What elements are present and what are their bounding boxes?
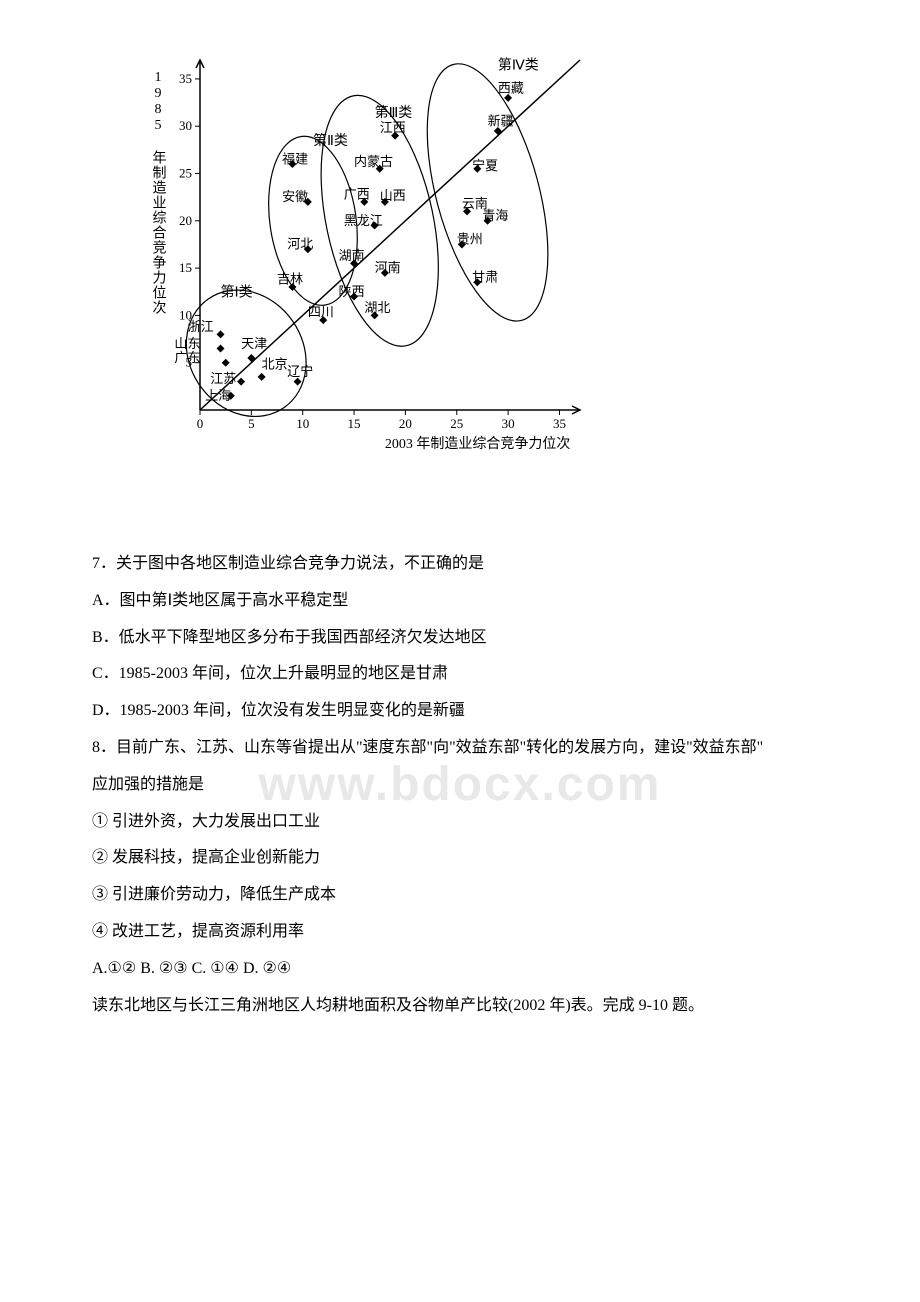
svg-text:20: 20: [399, 416, 412, 431]
svg-text:上海: 上海: [205, 388, 231, 403]
svg-text:安徽: 安徽: [282, 189, 308, 204]
svg-text:北京: 北京: [262, 357, 288, 372]
q8-continuation: 应加强的措施是: [60, 771, 860, 800]
q7-option-a: A．图中第Ⅰ类地区属于高水平稳定型: [60, 587, 860, 616]
scatter-chart: 0510152025303551015202530351985 年制造业综合竞争…: [140, 40, 860, 470]
q8-item-4: ④ 改进工艺，提高资源利用率: [60, 918, 860, 947]
svg-text:新疆: 新疆: [488, 113, 514, 128]
svg-text:湖北: 湖北: [364, 300, 390, 315]
svg-text:2003 年制造业综合竞争力位次: 2003 年制造业综合竞争力位次: [385, 435, 571, 452]
q8-choices: A.①② B. ②③ C. ①④ D. ②④: [60, 955, 860, 984]
svg-text:四川: 四川: [308, 305, 334, 320]
svg-text:山东: 山东: [174, 336, 200, 351]
svg-text:天津: 天津: [241, 336, 267, 351]
svg-text:河北: 河北: [287, 236, 313, 251]
svg-text:福建: 福建: [282, 151, 308, 166]
question-9-10-intro: 读东北地区与长江三角洲地区人均耕地面积及谷物单产比较(2002 年)表。完成 9…: [60, 992, 860, 1021]
svg-text:内蒙古: 内蒙古: [354, 154, 393, 169]
svg-text:35: 35: [179, 71, 192, 86]
svg-text:浙江: 浙江: [188, 319, 214, 334]
svg-text:江苏: 江苏: [210, 371, 236, 386]
svg-text:20: 20: [179, 213, 192, 228]
q8-item-2: ② 发展科技，提高企业创新能力: [60, 844, 860, 873]
q8-item-1: ① 引进外资，大力发展出口工业: [60, 808, 860, 837]
svg-text:25: 25: [179, 166, 192, 181]
q7-option-c: C．1985-2003 年间，位次上升最明显的地区是甘肃: [60, 660, 860, 689]
q910-intro-text: 读东北地区与长江三角洲地区人均耕地面积及谷物单产比较(2002 年)表。完成 9…: [60, 992, 860, 1021]
svg-text:30: 30: [502, 416, 515, 431]
q7-option-b: B．低水平下降型地区多分布于我国西部经济欠发达地区: [60, 624, 860, 653]
svg-text:黑龙江: 黑龙江: [344, 213, 383, 228]
svg-text:辽宁: 辽宁: [287, 364, 313, 379]
svg-text:河南: 河南: [375, 260, 401, 275]
svg-text:15: 15: [348, 416, 361, 431]
svg-text:甘肃: 甘肃: [472, 270, 498, 285]
svg-text:广东: 广东: [174, 350, 200, 365]
q8-item-3: ③ 引进廉价劳动力，降低生产成本: [60, 881, 860, 910]
svg-text:0: 0: [197, 416, 204, 431]
svg-text:10: 10: [296, 416, 309, 431]
svg-text:山西: 山西: [380, 188, 406, 203]
svg-text:30: 30: [179, 118, 192, 133]
question-8: 8．目前广东、江苏、山东等省提出从"速度东部"向"效益东部"转化的发展方向，建设…: [60, 734, 860, 984]
svg-text:25: 25: [450, 416, 463, 431]
svg-text:15: 15: [179, 260, 192, 275]
q8-stem: 8．目前广东、江苏、山东等省提出从"速度东部"向"效益东部"转化的发展方向，建设…: [60, 734, 860, 763]
q7-option-d: D．1985-2003 年间，位次没有发生明显变化的是新疆: [60, 697, 860, 726]
svg-text:陕西: 陕西: [339, 284, 365, 299]
svg-text:江西: 江西: [380, 120, 406, 135]
svg-text:第Ⅱ类: 第Ⅱ类: [313, 132, 348, 149]
svg-text:贵州: 贵州: [457, 232, 483, 247]
svg-text:第Ⅲ类: 第Ⅲ类: [375, 104, 413, 121]
svg-text:湖南: 湖南: [339, 248, 365, 263]
svg-text:35: 35: [553, 416, 566, 431]
svg-text:5: 5: [248, 416, 255, 431]
svg-text:广西: 广西: [344, 186, 370, 201]
svg-text:青海: 青海: [482, 208, 508, 223]
q7-stem: 7．关于图中各地区制造业综合竞争力说法，不正确的是: [60, 550, 860, 579]
svg-text:吉林: 吉林: [277, 271, 303, 286]
chart-svg: 0510152025303551015202530351985 年制造业综合竞争…: [140, 40, 600, 470]
svg-text:第Ⅳ类: 第Ⅳ类: [498, 56, 539, 73]
svg-text:西藏: 西藏: [498, 80, 524, 95]
svg-text:宁夏: 宁夏: [472, 158, 498, 173]
svg-text:1985 年制造业综合竞争力位次: 1985 年制造业综合竞争力位次: [151, 70, 167, 315]
question-7: 7．关于图中各地区制造业综合竞争力说法，不正确的是 A．图中第Ⅰ类地区属于高水平…: [60, 550, 860, 726]
svg-text:第Ⅰ类: 第Ⅰ类: [221, 283, 253, 300]
